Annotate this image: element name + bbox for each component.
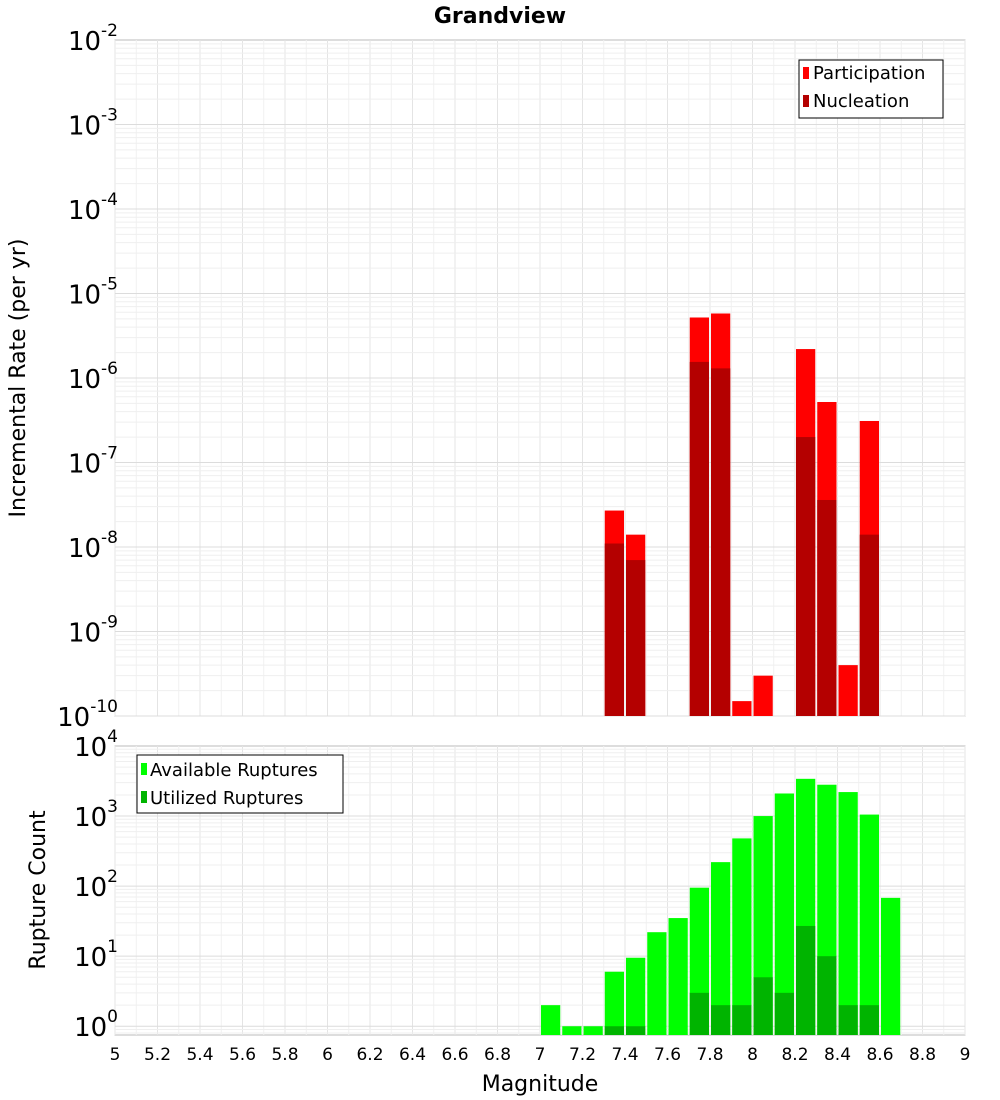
bar [859,814,879,1035]
bar [604,543,624,716]
x-tick-label: 9 [960,1045,971,1065]
bar [604,971,624,1035]
y-tick-label: 102 [74,867,118,903]
x-tick-label: 7 [535,1045,546,1065]
x-tick-label: 5.2 [144,1045,171,1065]
utilized-legend-swatch [141,791,147,803]
x-tick-label: 8.8 [909,1045,936,1065]
count-y-tick-labels: 104 103 102 101 100 [74,727,118,1043]
x-tick-label: 7.4 [611,1045,638,1065]
bar [711,368,731,716]
bar [817,956,837,1035]
x-tick-label: 8.4 [824,1045,851,1065]
count-legend-box [136,754,344,814]
bar [859,534,879,716]
rate-legend: Participation Nucleation [798,59,944,119]
bar [732,838,752,1035]
x-tick-labels: 5 5.2 5.4 5.6 5.8 6 6.2 6.4 6.6 6.8 7 7.2 7.4 7.6 7.8 8… [110,1045,971,1065]
participation-legend-label: Participation [813,63,925,84]
x-tick-label: 7.6 [654,1045,681,1065]
x-tick-label: 8.6 [866,1045,893,1065]
rate-y-tick-labels: 10-2 10-3 10-4 10-5 10-6 10-7 10-8 10-9 10-10 [57,21,118,733]
rate-y-axis-label: Incremental Rate (per yr) [6,239,31,518]
bar [881,897,901,1035]
x-tick-label: 5.8 [271,1045,298,1065]
y-tick-label: 100 [74,1007,118,1043]
bar [604,1026,624,1035]
x-tick-label: 7.2 [569,1045,596,1065]
rate-panel: 10-2 10-3 10-4 10-5 10-6 10-7 10-8 10-9 10-10 In… [6,21,966,733]
available-legend-label: Available Ruptures [150,760,318,781]
bar [583,1026,603,1035]
bar [859,1005,879,1035]
bar [838,1005,858,1035]
y-tick-label: 10-7 [68,444,118,480]
y-tick-label: 104 [74,727,118,763]
count-legend: Available Ruptures Utilized Ruptures [136,754,344,814]
nucleation-legend-swatch [803,95,809,107]
chart-title: Grandview [434,4,566,29]
rate-bars [604,313,879,716]
bar [732,1005,752,1035]
bar [626,560,646,716]
y-tick-label: 10-2 [68,21,118,57]
count-panel: 104 103 102 101 100 5 5.2 5.4 5.6 5.8 6 6.2 6.4 6.6 6… [26,727,970,1097]
bar [647,932,667,1035]
x-tick-label: 5.4 [186,1045,213,1065]
bar [626,957,646,1035]
x-tick-label: 6.6 [441,1045,468,1065]
y-tick-label: 10-5 [68,275,118,311]
x-tick-label: 5.6 [229,1045,256,1065]
bar [689,361,709,716]
y-tick-label: 10-9 [68,613,118,649]
x-tick-label: 6.4 [399,1045,426,1065]
count-bars [541,778,901,1035]
bar [796,437,816,716]
nucleation-legend-label: Nucleation [813,91,909,112]
rate-gridlines [114,40,966,717]
x-tick-label: 6.8 [484,1045,511,1065]
bar [796,925,816,1035]
y-tick-label: 10-4 [68,190,118,226]
x-tick-label: 8.2 [781,1045,808,1065]
bar [562,1026,582,1035]
bar [838,792,858,1035]
bar [774,992,794,1035]
participation-legend-swatch [803,67,809,79]
rate-legend-box [798,59,944,119]
x-tick-label: 5 [110,1045,121,1065]
x-tick-label: 6 [322,1045,333,1065]
bar [711,862,731,1035]
bar [668,918,688,1035]
y-tick-label: 101 [74,937,118,973]
bar [774,793,794,1035]
count-y-axis-label: Rupture Count [26,810,51,970]
x-tick-label: 7.8 [696,1045,723,1065]
bar [753,675,773,716]
y-tick-label: 10-8 [68,528,118,564]
bar [838,665,858,716]
bar [689,992,709,1035]
bar [732,701,752,716]
y-tick-label: 10-3 [68,106,118,142]
y-tick-label: 10-6 [68,359,118,395]
x-tick-label: 6.2 [356,1045,383,1065]
x-axis-label: Magnitude [482,1072,599,1097]
available-legend-swatch [141,763,147,775]
bar [817,499,837,716]
utilized-legend-label: Utilized Ruptures [150,788,303,809]
bar [626,1026,646,1035]
bar [541,1005,561,1035]
y-tick-label: 10-10 [57,697,118,733]
x-tick-label: 8 [747,1045,758,1065]
bar [753,977,773,1035]
y-tick-label: 103 [74,797,118,833]
bar [711,1005,731,1035]
